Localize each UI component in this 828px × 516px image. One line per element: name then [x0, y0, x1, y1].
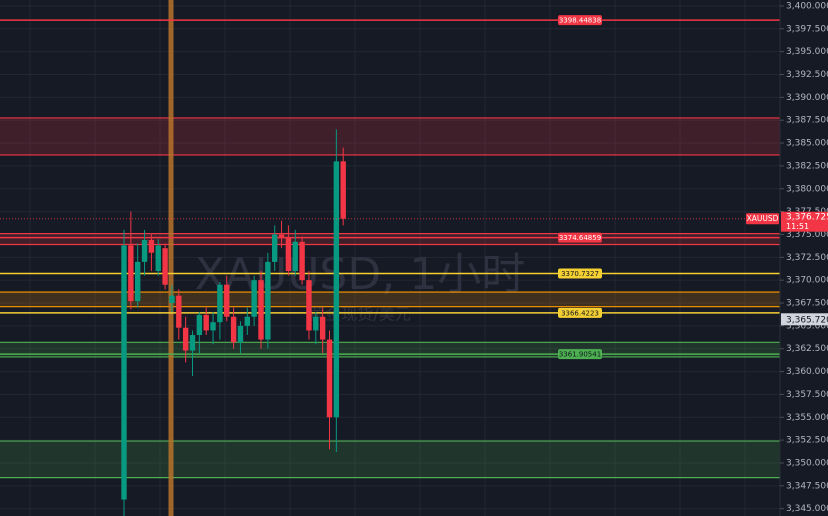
crosshair-tag [781, 313, 828, 326]
candle-body [340, 161, 346, 219]
candle-body [162, 248, 168, 285]
candle-body [217, 284, 223, 323]
candle-body [128, 245, 134, 302]
candle-body [319, 316, 326, 340]
candle-body [155, 245, 161, 272]
candle-body [244, 316, 250, 326]
zone [0, 233, 780, 245]
level-tag [558, 15, 602, 26]
level-label: 3361.90541 [559, 351, 601, 359]
level-label: 3374.64859 [559, 234, 601, 242]
y-tick-label: 3,370.000 [786, 276, 828, 286]
y-tick-label: 3,362.500 [786, 344, 828, 354]
candle-body [141, 239, 148, 262]
level-label: 3398.44838 [559, 17, 601, 25]
candle-body [210, 322, 216, 331]
y-tick-label: 3,360.000 [786, 367, 828, 377]
last-price-label: 3,376.725 [786, 213, 828, 223]
candle-body [272, 234, 278, 262]
y-tick-label: 3,385.000 [786, 139, 828, 149]
candle-body [326, 339, 333, 418]
candle-body [182, 327, 189, 351]
candle-body [306, 280, 312, 331]
last-price-tag [781, 211, 828, 232]
levels: 3398.44838 3374.64859 3370.7327 3366.4223 33… [0, 15, 780, 360]
y-tick-label: 3,372.500 [786, 253, 828, 263]
y-axis: 3,345.000 3,347.500 3,350.000 3,352.500 3,35… [780, 1, 828, 514]
y-tick-label: 3,352.500 [786, 436, 828, 446]
candle-body [189, 335, 196, 351]
candle-body [203, 314, 209, 331]
level-tag [558, 349, 602, 360]
zone [0, 441, 780, 478]
y-tick-label: 3,357.500 [786, 390, 828, 400]
y-tick-label: 3,347.500 [786, 481, 828, 491]
candle-body [135, 261, 141, 302]
candle-body [333, 161, 340, 418]
zone [0, 292, 780, 307]
zone [0, 117, 780, 155]
y-tick-label: 3,395.000 [786, 47, 828, 57]
candle-body [285, 238, 292, 272]
y-tick-label: 3,390.000 [786, 93, 828, 103]
symbol-tag [746, 213, 779, 225]
candle-body [196, 314, 203, 336]
candle-body [230, 316, 237, 343]
candle-body [169, 295, 175, 304]
candle-body [265, 261, 271, 340]
zones [0, 117, 780, 479]
level-label: 3370.7327 [561, 270, 599, 278]
y-tick-label: 3,387.500 [786, 116, 828, 126]
candle-body [121, 245, 127, 500]
symbol-label: XAUUSD [747, 214, 779, 223]
y-tick-label: 3,382.500 [786, 161, 828, 171]
level-label: 3366.4223 [561, 309, 599, 317]
y-tick-label: 3,375.000 [786, 230, 828, 240]
y-tick-label: 3,397.500 [786, 24, 828, 34]
candles [121, 129, 346, 516]
candle-body [148, 239, 155, 253]
candle-body [258, 280, 264, 340]
candle-body [292, 241, 298, 272]
crosshair-label: 3,365.720 [786, 315, 828, 325]
y-tick-label: 3,367.500 [786, 299, 828, 309]
countdown-label: 11:51 [786, 222, 809, 231]
vertical-marker [168, 0, 174, 516]
y-tick-label: 3,345.000 [786, 504, 828, 514]
candle-body [313, 316, 319, 331]
y-tick-label: 3,350.000 [786, 458, 828, 468]
y-tick-label: 3,380.000 [786, 184, 828, 194]
candle-body [224, 284, 230, 317]
y-tick-label: 3,365.000 [786, 321, 828, 331]
candle-body [251, 280, 257, 317]
candle-body [278, 234, 285, 239]
level-tag [558, 268, 602, 279]
y-tick-label: 3,392.500 [786, 70, 828, 80]
level-tag [558, 307, 602, 318]
candle-body [237, 325, 244, 343]
y-tick-label: 3,355.000 [786, 413, 828, 423]
y-tick-label: 3,400.000 [786, 1, 828, 11]
candle-body [299, 241, 305, 281]
level-tag [558, 232, 602, 243]
candle-body [176, 295, 182, 328]
